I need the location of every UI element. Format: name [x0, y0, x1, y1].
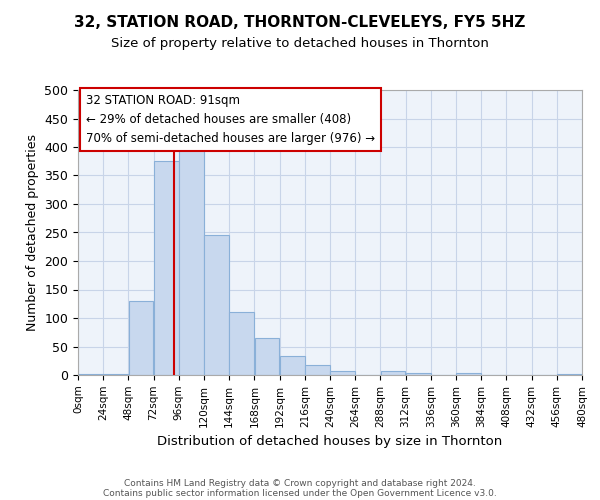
Bar	[557, 374, 582, 375]
Text: Contains HM Land Registry data © Crown copyright and database right 2024.: Contains HM Land Registry data © Crown c…	[124, 478, 476, 488]
Text: Size of property relative to detached houses in Thornton: Size of property relative to detached ho…	[111, 38, 489, 51]
Bar	[380, 371, 406, 375]
Bar	[78, 374, 103, 375]
Bar	[154, 161, 179, 375]
Bar	[406, 372, 431, 375]
X-axis label: Distribution of detached houses by size in Thornton: Distribution of detached houses by size …	[157, 435, 503, 448]
Bar	[254, 338, 280, 375]
Bar	[229, 312, 254, 375]
Text: Contains public sector information licensed under the Open Government Licence v3: Contains public sector information licen…	[103, 488, 497, 498]
Bar	[456, 372, 481, 375]
Text: 32 STATION ROAD: 91sqm
← 29% of detached houses are smaller (408)
70% of semi-de: 32 STATION ROAD: 91sqm ← 29% of detached…	[86, 94, 374, 146]
Bar	[128, 301, 154, 375]
Bar	[204, 236, 229, 375]
Bar	[280, 356, 305, 375]
Bar	[305, 366, 330, 375]
Bar	[103, 374, 128, 375]
Y-axis label: Number of detached properties: Number of detached properties	[26, 134, 39, 331]
Bar	[179, 138, 204, 375]
Bar	[330, 371, 355, 375]
Text: 32, STATION ROAD, THORNTON-CLEVELEYS, FY5 5HZ: 32, STATION ROAD, THORNTON-CLEVELEYS, FY…	[74, 15, 526, 30]
